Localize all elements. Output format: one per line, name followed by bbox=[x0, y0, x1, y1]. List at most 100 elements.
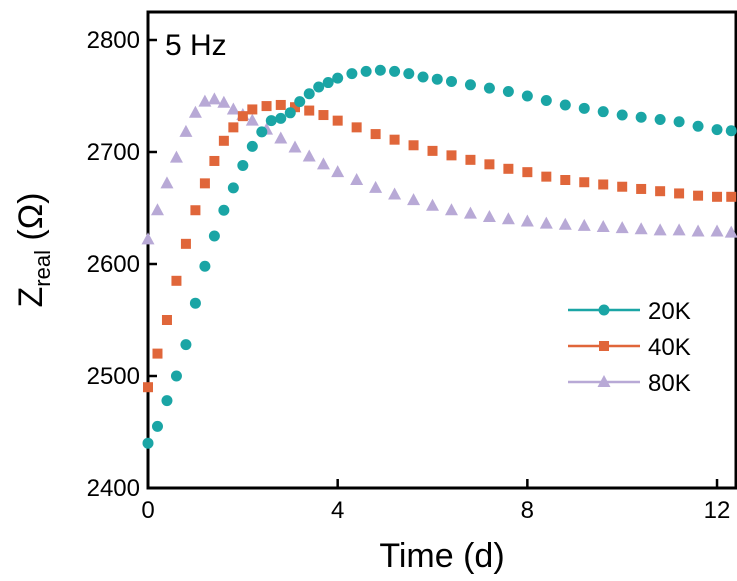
data-point bbox=[674, 188, 685, 199]
data-point bbox=[482, 209, 496, 222]
data-point bbox=[724, 225, 737, 238]
data-point bbox=[522, 167, 533, 178]
y-tick-label: 2500 bbox=[87, 363, 140, 390]
data-point bbox=[598, 179, 609, 190]
data-point bbox=[465, 154, 476, 165]
data-point bbox=[655, 186, 666, 197]
series-20K bbox=[142, 64, 737, 449]
data-point bbox=[691, 224, 705, 237]
plot-frame bbox=[146, 10, 737, 490]
data-point bbox=[369, 180, 383, 193]
y-tick-label: 2800 bbox=[87, 27, 140, 54]
legend-label: 80K bbox=[648, 370, 691, 397]
x-tick-label: 4 bbox=[331, 497, 344, 524]
data-point bbox=[290, 102, 300, 113]
data-point bbox=[288, 140, 302, 153]
data-point bbox=[417, 71, 429, 83]
data-point bbox=[188, 105, 202, 118]
data-point bbox=[141, 232, 155, 245]
series-80K bbox=[141, 92, 737, 245]
data-point bbox=[463, 206, 477, 219]
data-point bbox=[161, 315, 172, 325]
data-point bbox=[711, 124, 723, 136]
data-point bbox=[180, 238, 191, 249]
data-point bbox=[171, 275, 182, 286]
data-point bbox=[227, 182, 239, 194]
data-point bbox=[228, 122, 239, 133]
legend-marker bbox=[597, 375, 611, 387]
data-point bbox=[654, 114, 666, 126]
data-point bbox=[274, 131, 288, 144]
legend-item-40K: 40K bbox=[568, 334, 691, 361]
data-point bbox=[484, 159, 495, 170]
data-point bbox=[143, 382, 153, 393]
data-point bbox=[189, 297, 201, 309]
y-axis-title: Zreal (Ω) bbox=[12, 193, 55, 308]
data-point bbox=[256, 126, 268, 138]
data-point bbox=[636, 183, 647, 194]
y-axis-title-unit: (Ω) bbox=[12, 193, 50, 251]
data-point bbox=[346, 68, 358, 80]
data-point bbox=[247, 104, 258, 115]
data-point bbox=[218, 204, 230, 216]
data-point bbox=[246, 140, 258, 152]
data-point bbox=[152, 348, 163, 359]
legend-marker bbox=[598, 304, 610, 316]
data-point bbox=[160, 176, 174, 189]
legend-item-80K: 80K bbox=[568, 370, 691, 397]
data-point bbox=[578, 102, 590, 114]
data-point bbox=[431, 73, 443, 85]
data-point bbox=[304, 105, 315, 116]
data-point bbox=[261, 101, 272, 112]
data-point bbox=[464, 79, 476, 91]
data-point bbox=[407, 193, 421, 206]
data-point bbox=[597, 106, 609, 118]
data-point bbox=[151, 420, 163, 432]
data-point bbox=[693, 190, 704, 201]
data-point bbox=[672, 223, 686, 236]
data-point bbox=[150, 203, 164, 216]
data-point bbox=[331, 165, 345, 178]
data-point bbox=[303, 88, 315, 100]
y-tick-label: 2600 bbox=[87, 251, 140, 278]
data-point bbox=[403, 68, 415, 80]
data-point bbox=[332, 72, 344, 84]
data-point bbox=[426, 198, 440, 211]
data-point bbox=[710, 224, 724, 237]
data-point bbox=[615, 221, 629, 234]
data-point bbox=[284, 107, 296, 119]
legend-label: 40K bbox=[648, 334, 691, 361]
x-tick-label: 12 bbox=[704, 497, 731, 524]
data-point bbox=[540, 94, 552, 106]
data-point bbox=[351, 122, 362, 133]
data-point bbox=[179, 124, 193, 137]
data-point bbox=[501, 212, 515, 225]
data-point bbox=[237, 111, 248, 122]
data-point bbox=[142, 437, 154, 449]
data-point bbox=[370, 129, 381, 140]
data-point bbox=[360, 65, 372, 77]
series-layer bbox=[141, 64, 737, 449]
data-point bbox=[237, 159, 249, 171]
data-point bbox=[245, 113, 259, 126]
data-point bbox=[180, 339, 192, 351]
data-point bbox=[316, 157, 330, 170]
x-tick-label: 8 bbox=[521, 497, 534, 524]
data-point bbox=[520, 214, 534, 227]
data-point bbox=[332, 115, 343, 126]
data-point bbox=[502, 86, 514, 98]
legend-item-20K: 20K bbox=[568, 298, 691, 325]
data-point bbox=[408, 140, 419, 151]
ticks: 0 4 8 12 2400 2500 2600 2700 2800 bbox=[87, 27, 731, 524]
data-point bbox=[445, 75, 457, 87]
x-axis-title: Time (d) bbox=[379, 537, 504, 575]
data-point bbox=[444, 203, 458, 216]
data-point bbox=[539, 216, 553, 229]
legend: 20K 40K 80K bbox=[568, 298, 691, 397]
data-point bbox=[170, 370, 182, 382]
data-point bbox=[217, 95, 231, 108]
data-point bbox=[577, 218, 591, 231]
data-point bbox=[616, 109, 628, 121]
data-point bbox=[169, 150, 183, 163]
